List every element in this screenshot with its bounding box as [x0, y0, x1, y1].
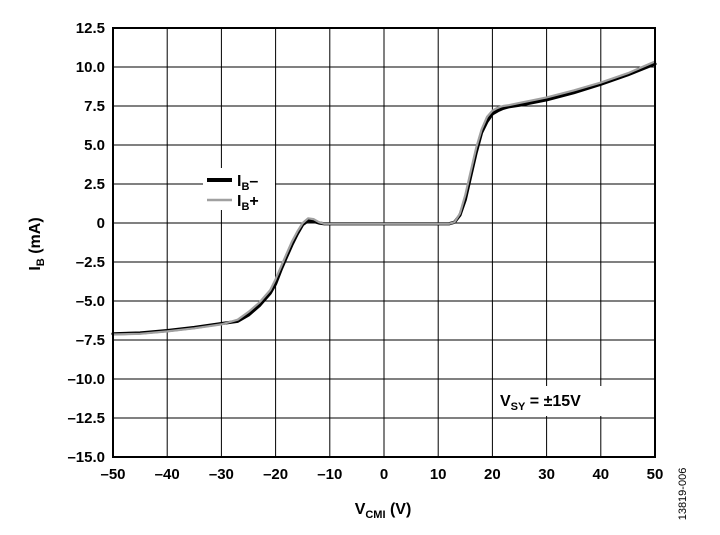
y-tick-labels: 12.5 10.0 7.5 5.0 2.5 0 –2.5 –5.0 –7.5 –10.0 –12.5…	[67, 20, 105, 466]
supply-annotation: VSY = ±15V	[495, 386, 605, 416]
x-tick-label: 20	[484, 466, 501, 483]
x-axis-label: VCMI (V)	[355, 501, 412, 521]
y-tick-label: 7.5	[84, 98, 105, 115]
y-tick-label: –5.0	[76, 293, 105, 310]
y-tick-label: –7.5	[76, 332, 105, 349]
y-tick-label: 2.5	[84, 176, 105, 193]
y-tick-label: –12.5	[67, 410, 105, 427]
legend-label-ib-minus: IB–	[237, 173, 258, 193]
x-tick-label: –10	[317, 466, 342, 483]
y-tick-label: –2.5	[76, 254, 105, 271]
figure-id: 13819-006	[677, 468, 689, 521]
x-tick-label: 50	[647, 466, 664, 483]
y-axis-label: IB (mA)	[27, 217, 47, 270]
legend: IB– IB+	[203, 168, 275, 213]
series-line-ib-plus	[111, 60, 657, 336]
x-tick-label: –50	[100, 466, 125, 483]
x-tick-label: 10	[430, 466, 447, 483]
x-tick-labels: –50 –40 –30 –20 –10 0 10 20 30 40 50	[100, 466, 663, 483]
y-tick-label: –10.0	[67, 371, 105, 388]
annotation-text: VSY = ±15V	[500, 393, 581, 413]
annotation-background	[495, 386, 605, 416]
x-tick-label: 40	[592, 466, 609, 483]
legend-label-ib-plus: IB+	[237, 193, 259, 213]
plot-frame	[112, 27, 656, 458]
x-tick-label: –40	[155, 466, 180, 483]
y-tick-label: –15.0	[67, 449, 105, 466]
legend-background	[203, 168, 275, 210]
y-tick-label: 0	[97, 215, 105, 232]
x-tick-label: 0	[380, 466, 388, 483]
x-tick-label: –30	[209, 466, 234, 483]
x-tick-label: 30	[538, 466, 555, 483]
x-tick-label: –20	[263, 466, 288, 483]
y-tick-label: 10.0	[76, 59, 105, 76]
y-tick-label: 12.5	[76, 20, 105, 37]
series-layer	[111, 60, 657, 336]
y-tick-label: 5.0	[84, 137, 105, 154]
